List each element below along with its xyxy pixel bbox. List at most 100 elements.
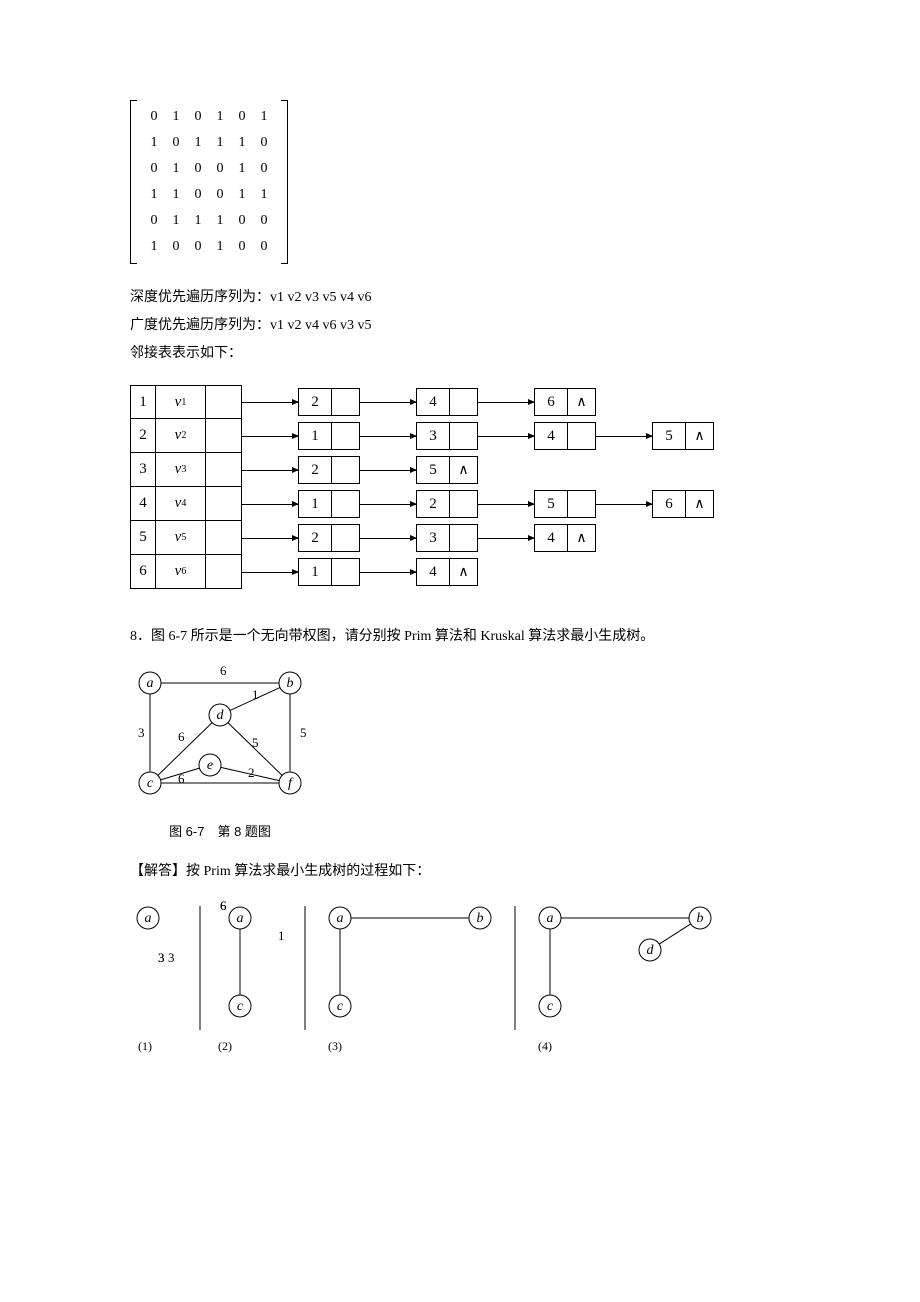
svg-text:c: c xyxy=(337,999,344,1014)
svg-text:b: b xyxy=(477,911,484,926)
adj-node-pointer xyxy=(450,490,478,518)
adj-node-value: 4 xyxy=(534,524,568,552)
matrix-cell: 1 xyxy=(151,135,158,151)
arrow-icon xyxy=(360,470,416,471)
arrow-icon xyxy=(596,504,652,505)
matrix-cell: 1 xyxy=(261,109,268,125)
adj-row: 5v5234∧ xyxy=(130,521,596,555)
adj-node-pointer: ∧ xyxy=(450,456,478,484)
svg-text:(2): (2) xyxy=(218,1039,232,1053)
arrow-icon xyxy=(360,504,416,505)
adj-node-pointer xyxy=(332,490,360,518)
adj-node-value: 2 xyxy=(298,524,332,552)
svg-text:2: 2 xyxy=(248,765,255,780)
adj-node-value: 2 xyxy=(298,456,332,484)
adj-node-value: 5 xyxy=(652,422,686,450)
adj-index-cell: 5 xyxy=(130,521,156,555)
matrix-cell: 1 xyxy=(217,239,224,255)
matrix-cell: 0 xyxy=(239,109,246,125)
adj-node-pointer xyxy=(450,524,478,552)
arrow-icon xyxy=(242,504,298,505)
adj-node-pointer: ∧ xyxy=(568,388,596,416)
matrix-cell: 1 xyxy=(151,187,158,203)
arrow-icon xyxy=(360,572,416,573)
adj-node-pointer xyxy=(568,422,596,450)
svg-text:a: a xyxy=(147,676,154,691)
matrix-cell: 0 xyxy=(151,213,158,229)
matrix-cell: 0 xyxy=(261,161,268,177)
adj-index-cell: 3 xyxy=(130,453,156,487)
matrix-cell: 1 xyxy=(173,213,180,229)
arrow-icon xyxy=(360,436,416,437)
arrow-icon xyxy=(478,504,534,505)
adj-head-cell: v6 xyxy=(156,555,206,589)
arrow-icon xyxy=(242,402,298,403)
matrix-cell: 0 xyxy=(195,187,202,203)
adj-head-pointer xyxy=(206,487,242,521)
svg-text:(1): (1) xyxy=(138,1039,152,1053)
matrix-cell: 0 xyxy=(239,213,246,229)
matrix-cell: 1 xyxy=(173,109,180,125)
svg-text:(4): (4) xyxy=(538,1039,552,1053)
adj-node-pointer xyxy=(568,490,596,518)
adj-node-value: 4 xyxy=(416,388,450,416)
adj-head-pointer xyxy=(206,419,242,453)
svg-text:6: 6 xyxy=(220,898,227,913)
adj-head-pointer xyxy=(206,385,242,419)
adj-node-pointer: ∧ xyxy=(450,558,478,586)
svg-text:c: c xyxy=(237,999,244,1014)
svg-text:d: d xyxy=(647,943,655,958)
matrix-body: 010101101110010010110011011100100100 xyxy=(139,100,279,264)
adj-node-value: 4 xyxy=(534,422,568,450)
adj-row: 3v325∧ xyxy=(130,453,478,487)
matrix-cell: 1 xyxy=(217,109,224,125)
matrix-cell: 0 xyxy=(217,187,224,203)
matrix-cell: 0 xyxy=(195,161,202,177)
graph-6-7-caption: 图 6-7 第 8 题图 xyxy=(130,821,310,840)
adj-node-pointer: ∧ xyxy=(568,524,596,552)
matrix-cell: 1 xyxy=(217,213,224,229)
adj-row: 6v614∧ xyxy=(130,555,478,589)
matrix-cell: 1 xyxy=(173,161,180,177)
adj-node-pointer xyxy=(450,422,478,450)
matrix-cell: 0 xyxy=(173,239,180,255)
adj-node-pointer: ∧ xyxy=(686,490,714,518)
arrow-icon xyxy=(596,436,652,437)
matrix-cell: 1 xyxy=(151,239,158,255)
adj-head-pointer xyxy=(206,555,242,589)
matrix-cell: 0 xyxy=(195,239,202,255)
adj-head-cell: v4 xyxy=(156,487,206,521)
matrix-cell: 0 xyxy=(151,161,158,177)
adj-head-cell: v5 xyxy=(156,521,206,555)
matrix-cell: 0 xyxy=(261,135,268,151)
adj-index-cell: 4 xyxy=(130,487,156,521)
svg-text:5: 5 xyxy=(252,735,259,750)
matrix-cell: 1 xyxy=(261,187,268,203)
svg-text:b: b xyxy=(697,911,704,926)
svg-text:3: 3 xyxy=(138,725,145,740)
adj-node-value: 2 xyxy=(298,388,332,416)
adj-node-value: 1 xyxy=(298,558,332,586)
svg-text:6: 6 xyxy=(178,729,185,744)
adj-node-value: 3 xyxy=(416,422,450,450)
adj-head-cell: v3 xyxy=(156,453,206,487)
matrix-cell: 1 xyxy=(239,161,246,177)
adj-node-pointer xyxy=(332,456,360,484)
dfs-sequence: 深度优先遍历序列为：v1 v2 v3 v5 v4 v6 xyxy=(130,286,800,310)
matrix-cell: 0 xyxy=(261,213,268,229)
adj-node-value: 1 xyxy=(298,490,332,518)
adj-row: 1v1246∧ xyxy=(130,385,596,419)
adj-node-pointer xyxy=(450,388,478,416)
svg-text:c: c xyxy=(147,776,154,791)
matrix-cell: 0 xyxy=(217,161,224,177)
adj-node-value: 1 xyxy=(298,422,332,450)
svg-text:a: a xyxy=(145,911,152,926)
matrix-cell: 0 xyxy=(195,109,202,125)
matrix-cell: 1 xyxy=(239,135,246,151)
adj-node-value: 5 xyxy=(534,490,568,518)
arrow-icon xyxy=(242,572,298,573)
adj-node-value: 6 xyxy=(652,490,686,518)
arrow-icon xyxy=(478,402,534,403)
matrix-bracket-right xyxy=(279,100,288,264)
adj-node-value: 4 xyxy=(416,558,450,586)
